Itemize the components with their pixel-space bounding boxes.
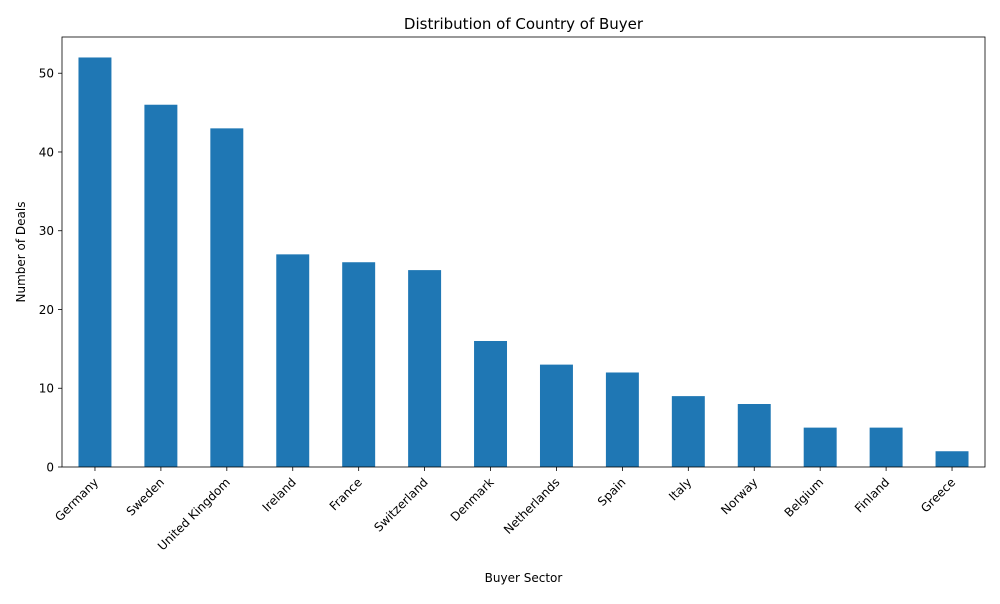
x-axis-label: Buyer Sector [485, 571, 563, 585]
bar-denmark [474, 340, 508, 467]
x-tick-label: Norway [718, 475, 760, 517]
bar-united-kingdom [210, 128, 244, 468]
x-tick-label: Germany [52, 475, 101, 524]
y-axis-label: Number of Deals [14, 202, 28, 303]
y-tick-label: 10 [39, 382, 54, 396]
x-tick-label: Italy [666, 475, 694, 503]
x-tick-label: Denmark [448, 475, 497, 524]
x-tick-label: Greece [918, 475, 958, 515]
y-tick-label: 0 [46, 461, 54, 475]
bar-belgium [803, 427, 837, 467]
bar-finland [869, 427, 903, 467]
chart-title: Distribution of Country of Buyer [404, 15, 644, 33]
bar-norway [737, 404, 771, 467]
bar-switzerland [408, 270, 442, 467]
bar-greece [935, 451, 969, 467]
bar-france [342, 262, 376, 467]
y-tick-label: 30 [39, 224, 54, 238]
axes-frame [61, 36, 986, 468]
x-tick-label: Switzerland [371, 475, 430, 534]
x-tick-label: Ireland [260, 475, 299, 514]
x-tick-label: United Kingdom [155, 475, 233, 553]
x-tick-label: Belgium [782, 475, 827, 520]
bar-sweden [144, 104, 178, 467]
y-tick-label: 20 [39, 303, 54, 317]
x-tick-label: France [327, 475, 365, 513]
x-tick-label: Netherlands [501, 475, 563, 537]
x-tick-label: Finland [852, 475, 892, 515]
x-tick-label: Spain [595, 475, 629, 509]
bar-italy [671, 396, 705, 467]
bar-spain [605, 372, 639, 467]
bar-netherlands [539, 364, 573, 467]
y-tick-label: 50 [39, 67, 54, 81]
y-tick-label: 40 [39, 145, 54, 159]
bar-ireland [276, 254, 310, 467]
bar-germany [78, 57, 112, 467]
x-tick-label: Sweden [124, 475, 167, 518]
